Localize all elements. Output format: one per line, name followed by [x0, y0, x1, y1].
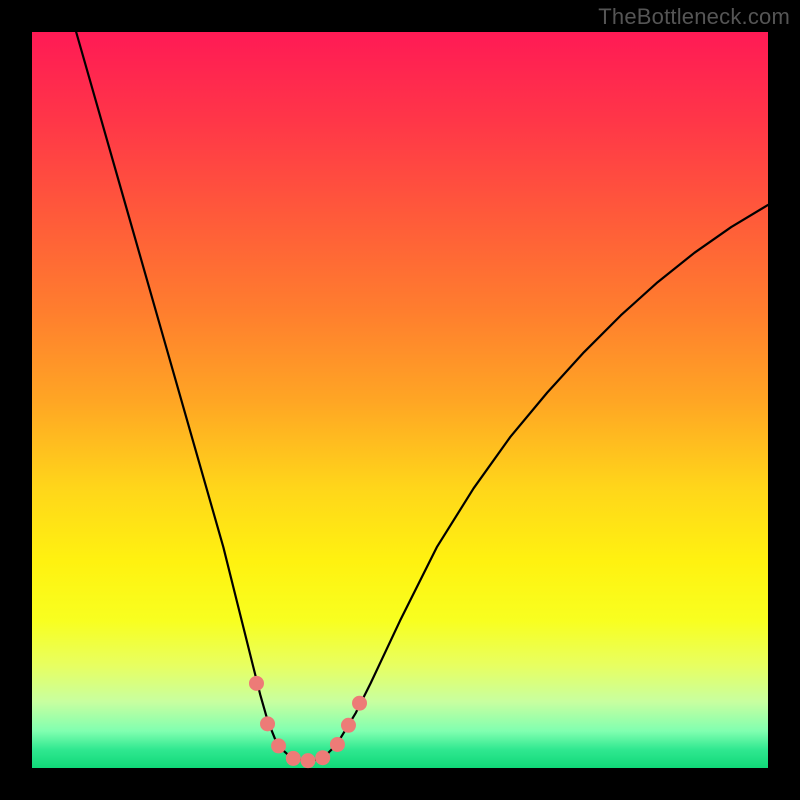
- data-marker: [353, 696, 367, 710]
- bottleneck-chart: [0, 0, 800, 800]
- watermark-text: TheBottleneck.com: [598, 4, 790, 30]
- chart-svg: [0, 0, 800, 800]
- data-marker: [330, 737, 344, 751]
- data-marker: [272, 739, 286, 753]
- data-marker: [301, 754, 315, 768]
- data-marker: [341, 718, 355, 732]
- data-marker: [316, 751, 330, 765]
- plot-background: [32, 32, 768, 768]
- data-marker: [249, 676, 263, 690]
- data-marker: [261, 717, 275, 731]
- data-marker: [286, 751, 300, 765]
